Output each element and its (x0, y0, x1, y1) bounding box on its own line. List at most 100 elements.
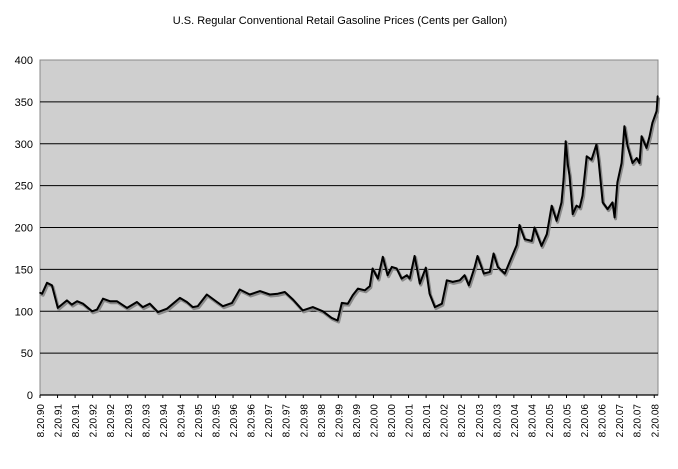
x-tick-label: 8.20.04 (527, 404, 538, 438)
data-point (530, 240, 533, 242)
data-point (518, 224, 521, 226)
data-point (555, 220, 558, 222)
data-point (533, 226, 536, 229)
data-point (284, 291, 286, 293)
data-point (395, 267, 398, 270)
x-tick-label: 8.20.05 (563, 404, 574, 438)
data-point (292, 298, 294, 301)
data-point (351, 294, 354, 297)
data-point (656, 95, 659, 97)
data-point (277, 292, 279, 295)
y-tick-label: 50 (21, 348, 33, 360)
data-point (488, 271, 491, 273)
data-point (39, 292, 41, 294)
data-point (441, 302, 443, 305)
x-tick-label: 8.20.95 (212, 404, 223, 438)
y-tick-label: 100 (15, 306, 33, 318)
x-tick-label: 8.20.96 (247, 404, 258, 438)
data-point (545, 233, 548, 235)
y-tick-label: 0 (27, 390, 33, 402)
data-point (400, 277, 403, 280)
data-point (322, 310, 324, 313)
x-tick-label: 8.20.94 (176, 404, 187, 438)
data-point (504, 272, 506, 275)
x-tick-label: 2.20.95 (194, 404, 205, 438)
x-tick-label: 8.20.97 (282, 404, 293, 438)
data-point (330, 317, 333, 319)
y-tick-label: 300 (15, 139, 33, 151)
x-tick-label: 2.20.06 (580, 404, 591, 438)
data-point (611, 201, 614, 204)
data-point (635, 157, 638, 159)
data-point (312, 306, 314, 308)
data-point (196, 305, 199, 308)
x-tick-label: 2.20.01 (405, 404, 416, 438)
x-tick-label: 2.20.05 (545, 404, 556, 438)
data-point (631, 162, 634, 164)
y-tick-label: 150 (15, 264, 33, 276)
data-point (497, 266, 499, 268)
data-point (428, 292, 431, 295)
data-point (568, 174, 571, 177)
data-point (601, 201, 604, 204)
x-tick-label: 8.20.91 (71, 404, 82, 438)
x-tick-label: 8.20.06 (598, 404, 609, 438)
data-point (623, 125, 626, 127)
x-tick-label: 8.20.01 (422, 404, 433, 438)
data-point (149, 302, 151, 305)
data-point (451, 281, 454, 283)
data-point (102, 297, 104, 300)
data-point (581, 194, 584, 197)
data-point (406, 274, 408, 277)
data-point (492, 252, 495, 255)
x-tick-label: 2.20.00 (369, 404, 380, 438)
data-point (626, 145, 629, 148)
data-point (640, 135, 643, 138)
data-point (46, 281, 48, 284)
data-point (381, 256, 384, 258)
data-point (357, 287, 359, 290)
data-point (550, 204, 553, 207)
data-point (413, 255, 416, 257)
data-point (126, 307, 128, 309)
data-point (268, 293, 271, 296)
data-point (222, 305, 224, 308)
x-tick-label: 8.20.93 (141, 404, 152, 438)
data-point (585, 155, 588, 158)
data-point (620, 162, 623, 164)
data-point (473, 266, 476, 268)
data-point (571, 213, 574, 215)
data-point (483, 272, 485, 275)
data-point (371, 267, 374, 270)
x-tick-label: 2.20.07 (615, 404, 626, 438)
x-tick-label: 2.20.99 (334, 404, 345, 438)
data-point (377, 277, 379, 280)
data-point (419, 282, 421, 285)
data-point (346, 302, 349, 305)
data-point (206, 293, 208, 296)
x-tick-label: 2.20.96 (229, 404, 240, 438)
data-point (369, 285, 371, 287)
data-point (434, 306, 436, 308)
x-tick-label: 8.20.92 (106, 404, 117, 438)
data-point (578, 206, 581, 209)
x-tick-label: 2.20.98 (299, 404, 310, 438)
data-point (424, 266, 427, 269)
data-point (463, 274, 466, 277)
x-tick-label: 2.20.03 (475, 404, 486, 438)
data-point (560, 201, 563, 204)
data-point (562, 178, 565, 180)
data-point (157, 311, 159, 313)
data-point (655, 110, 658, 112)
x-tick-label: 2.20.92 (89, 404, 100, 438)
x-tick-label: 8.20.98 (317, 404, 328, 438)
data-point (231, 302, 233, 304)
data-point (216, 301, 218, 303)
data-point (597, 158, 600, 161)
data-point (613, 216, 616, 219)
data-point (386, 274, 389, 277)
data-point (82, 302, 84, 305)
data-point (142, 306, 144, 308)
x-tick-label: 2.20.97 (264, 404, 275, 438)
data-point (71, 303, 73, 306)
